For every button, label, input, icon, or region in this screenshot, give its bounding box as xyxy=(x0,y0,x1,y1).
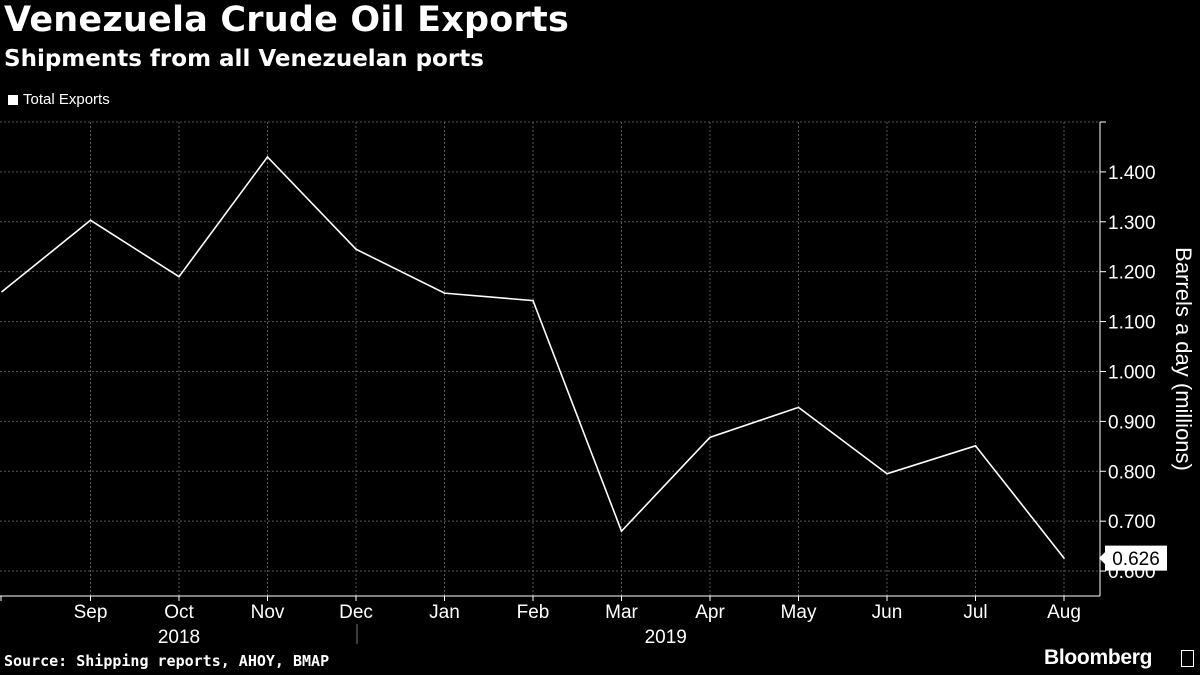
y-tick-label: 1.400 xyxy=(1108,163,1156,184)
bloomberg-terminal-icon xyxy=(1181,650,1194,667)
data-point xyxy=(1063,557,1065,559)
legend-label: Total Exports xyxy=(23,91,110,108)
last-value-label: 0.626 xyxy=(1112,549,1160,570)
y-tick-label: 1.300 xyxy=(1108,213,1156,234)
year-label: 2018 xyxy=(158,627,200,648)
x-tick-label: Oct xyxy=(164,602,194,623)
x-tick-label: Jun xyxy=(872,602,903,623)
series-line-total-exports xyxy=(1,155,1065,559)
data-point xyxy=(532,299,534,302)
x-tick-label: Jan xyxy=(429,602,460,623)
chart-title: Venezuela Crude Oil Exports xyxy=(4,0,569,40)
x-tick-label: Aug xyxy=(1047,602,1081,623)
data-point xyxy=(709,436,711,439)
year-label: 2019 xyxy=(645,627,687,648)
legend-swatch xyxy=(8,94,18,105)
legend: Total Exports xyxy=(8,91,110,108)
last-value-callout xyxy=(1099,545,1167,571)
x-tick-label: Apr xyxy=(695,602,725,623)
data-point xyxy=(974,445,977,447)
y-axis-label: Barrels a day (millions) xyxy=(1171,247,1196,471)
brand-logo: Bloomberg xyxy=(1044,646,1153,669)
y-tick-label: 1.000 xyxy=(1108,362,1156,383)
x-tick-label: Sep xyxy=(74,602,108,623)
x-tick-label: Jul xyxy=(963,602,987,623)
data-point xyxy=(89,219,92,222)
x-tick-label: Feb xyxy=(517,602,550,623)
x-tick-label: May xyxy=(781,602,817,623)
y-tick-label: 0.900 xyxy=(1108,412,1156,433)
data-point xyxy=(886,472,888,475)
chart-subtitle: Shipments from all Venezuelan ports xyxy=(4,46,484,72)
data-point xyxy=(443,292,446,294)
data-point xyxy=(266,156,269,158)
y-tick-label: 1.100 xyxy=(1108,313,1156,334)
x-tick-label: Nov xyxy=(251,602,285,623)
y-tick-label: 0.700 xyxy=(1108,512,1156,533)
data-point xyxy=(355,248,357,251)
data-point xyxy=(620,530,623,532)
y-tick-label: 0.800 xyxy=(1108,462,1156,483)
y-tick-label: 1.200 xyxy=(1108,263,1156,284)
x-tick-label: Mar xyxy=(605,602,638,623)
data-point xyxy=(178,275,180,278)
source-note: Source: Shipping reports, AHOY, BMAP xyxy=(4,652,330,670)
data-point xyxy=(797,406,800,409)
data-point xyxy=(1,290,3,293)
x-tick-label: Dec xyxy=(339,602,373,623)
